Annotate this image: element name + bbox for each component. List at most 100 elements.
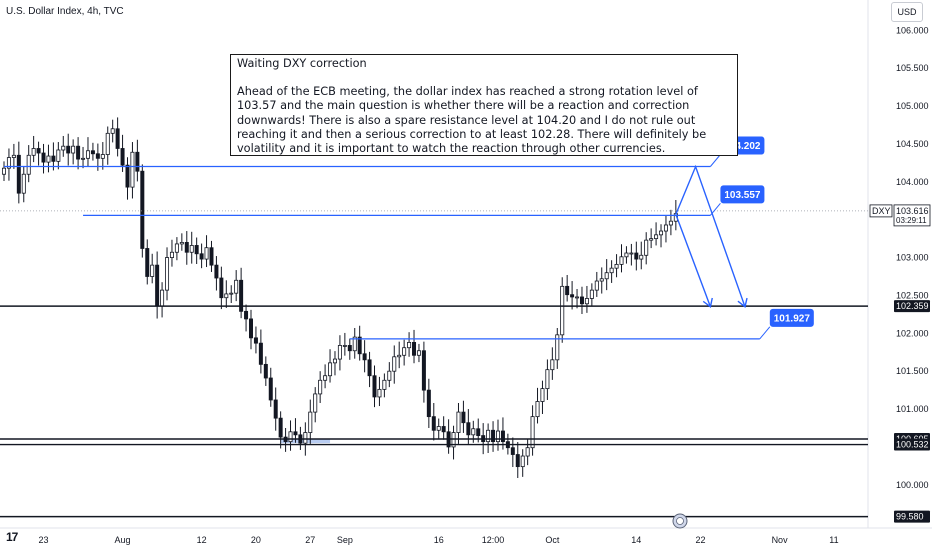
candle-body bbox=[382, 379, 387, 390]
candle-body bbox=[318, 379, 323, 395]
candle-body bbox=[110, 128, 115, 134]
candle-body bbox=[471, 428, 476, 436]
candle-body bbox=[135, 151, 140, 172]
candle-body bbox=[663, 224, 668, 232]
y-tick-label: 104.000 bbox=[896, 177, 929, 187]
last-price-label: 103.616 bbox=[896, 206, 929, 216]
last-price-countdown: 03:29:11 bbox=[896, 216, 927, 225]
candle-body bbox=[81, 157, 86, 160]
candle-body bbox=[461, 411, 466, 424]
candle-body bbox=[288, 431, 293, 443]
last-price-tag-box bbox=[893, 204, 931, 227]
candle-body bbox=[495, 430, 500, 443]
projection-via-104.20 bbox=[675, 164, 746, 308]
candle-body bbox=[486, 429, 491, 443]
candle-body bbox=[337, 345, 342, 360]
y-tick-label: 101.500 bbox=[896, 366, 929, 376]
candle-body bbox=[214, 264, 219, 279]
candle-body bbox=[659, 230, 664, 236]
projection-direct bbox=[675, 214, 712, 308]
candle-body bbox=[550, 359, 555, 371]
rotation-103.557-callout-box bbox=[720, 185, 765, 204]
candle-body bbox=[451, 432, 456, 448]
candle-body bbox=[6, 157, 11, 169]
x-tick-label: 12:00 bbox=[482, 535, 505, 545]
candle-body bbox=[174, 243, 179, 253]
tradingview-logo[interactable]: 17 bbox=[6, 530, 18, 544]
candle-body bbox=[76, 145, 81, 160]
candle-body bbox=[491, 429, 496, 443]
candle-body bbox=[649, 238, 654, 241]
candle-body bbox=[229, 292, 234, 295]
candle-body bbox=[347, 345, 352, 352]
resistance-104.20-callout-label: 104.202 bbox=[724, 141, 761, 152]
support-99.580-axis-tag bbox=[894, 510, 930, 523]
candle-body bbox=[407, 342, 412, 349]
symbol-title[interactable]: U.S. Dollar Index, 4h, TVC bbox=[6, 6, 124, 17]
candle-body bbox=[387, 370, 392, 381]
candle-body bbox=[644, 239, 649, 256]
candle-body bbox=[209, 247, 214, 266]
x-tick-label: 20 bbox=[251, 535, 261, 545]
support-100.532-axis-tag bbox=[894, 438, 930, 451]
candle-body bbox=[293, 431, 298, 436]
candle-body bbox=[654, 234, 659, 240]
x-tick-label: 14 bbox=[631, 535, 641, 545]
candle-body bbox=[100, 154, 105, 159]
candle-body bbox=[11, 154, 16, 158]
candle-body bbox=[90, 150, 95, 155]
candle-body bbox=[609, 267, 614, 274]
candle-body bbox=[377, 388, 382, 398]
support-100.532-axis-label: 100.532 bbox=[896, 440, 929, 450]
candle-body bbox=[120, 148, 125, 166]
symbol-tag-label: DXY bbox=[872, 206, 891, 216]
candle-body bbox=[16, 154, 21, 194]
candle-body bbox=[169, 251, 174, 258]
candle-body bbox=[584, 298, 589, 305]
resistance-104.20-callout-stem bbox=[710, 154, 721, 167]
support-102.359-axis-label: 102.359 bbox=[896, 301, 929, 311]
candle-body bbox=[515, 454, 520, 468]
candle-body bbox=[130, 151, 135, 188]
candle-body bbox=[244, 310, 249, 320]
currency-button[interactable]: USD bbox=[891, 2, 923, 22]
candle-body bbox=[565, 285, 570, 296]
x-tick-label: 11 bbox=[829, 535, 838, 545]
y-tick-label: 101.000 bbox=[896, 404, 929, 414]
candle-body bbox=[204, 247, 209, 260]
candle-body bbox=[2, 167, 7, 175]
candle-body bbox=[165, 257, 170, 291]
candle-body bbox=[268, 377, 273, 401]
candle-body bbox=[179, 242, 184, 245]
candle-body bbox=[540, 388, 545, 402]
y-tick-label: 105.500 bbox=[896, 63, 929, 73]
candle-body bbox=[248, 318, 253, 339]
rotation-103.557-callout-label: 103.557 bbox=[724, 190, 761, 201]
x-tick-label: 27 bbox=[305, 535, 315, 545]
x-tick-label: Aug bbox=[115, 535, 131, 545]
note-body: Ahead of the ECB meeting, the dollar ind… bbox=[237, 85, 707, 156]
candle-body bbox=[189, 245, 194, 253]
candle-body bbox=[372, 375, 377, 398]
candle-body bbox=[184, 242, 189, 253]
candle-body bbox=[342, 345, 347, 347]
x-tick-label: Nov bbox=[772, 535, 789, 545]
candle-body bbox=[234, 279, 239, 294]
y-tick-label: 102.500 bbox=[896, 290, 929, 300]
candle-body bbox=[71, 145, 76, 154]
y-tick-label: 104.500 bbox=[896, 139, 929, 149]
x-tick-label: Oct bbox=[545, 535, 560, 545]
candle-body bbox=[51, 155, 56, 162]
symbol-tag-box bbox=[869, 204, 893, 218]
candle-body bbox=[431, 416, 436, 431]
candle-body bbox=[253, 337, 258, 344]
candle-body bbox=[352, 336, 357, 352]
candle-body bbox=[604, 272, 609, 280]
candle-body bbox=[624, 252, 629, 258]
candle-body bbox=[308, 411, 313, 433]
text-note[interactable]: Waiting DXY correction Ahead of the ECB … bbox=[230, 54, 738, 156]
candle-body bbox=[402, 347, 407, 356]
candle-body bbox=[639, 254, 644, 260]
candle-body bbox=[416, 350, 421, 356]
